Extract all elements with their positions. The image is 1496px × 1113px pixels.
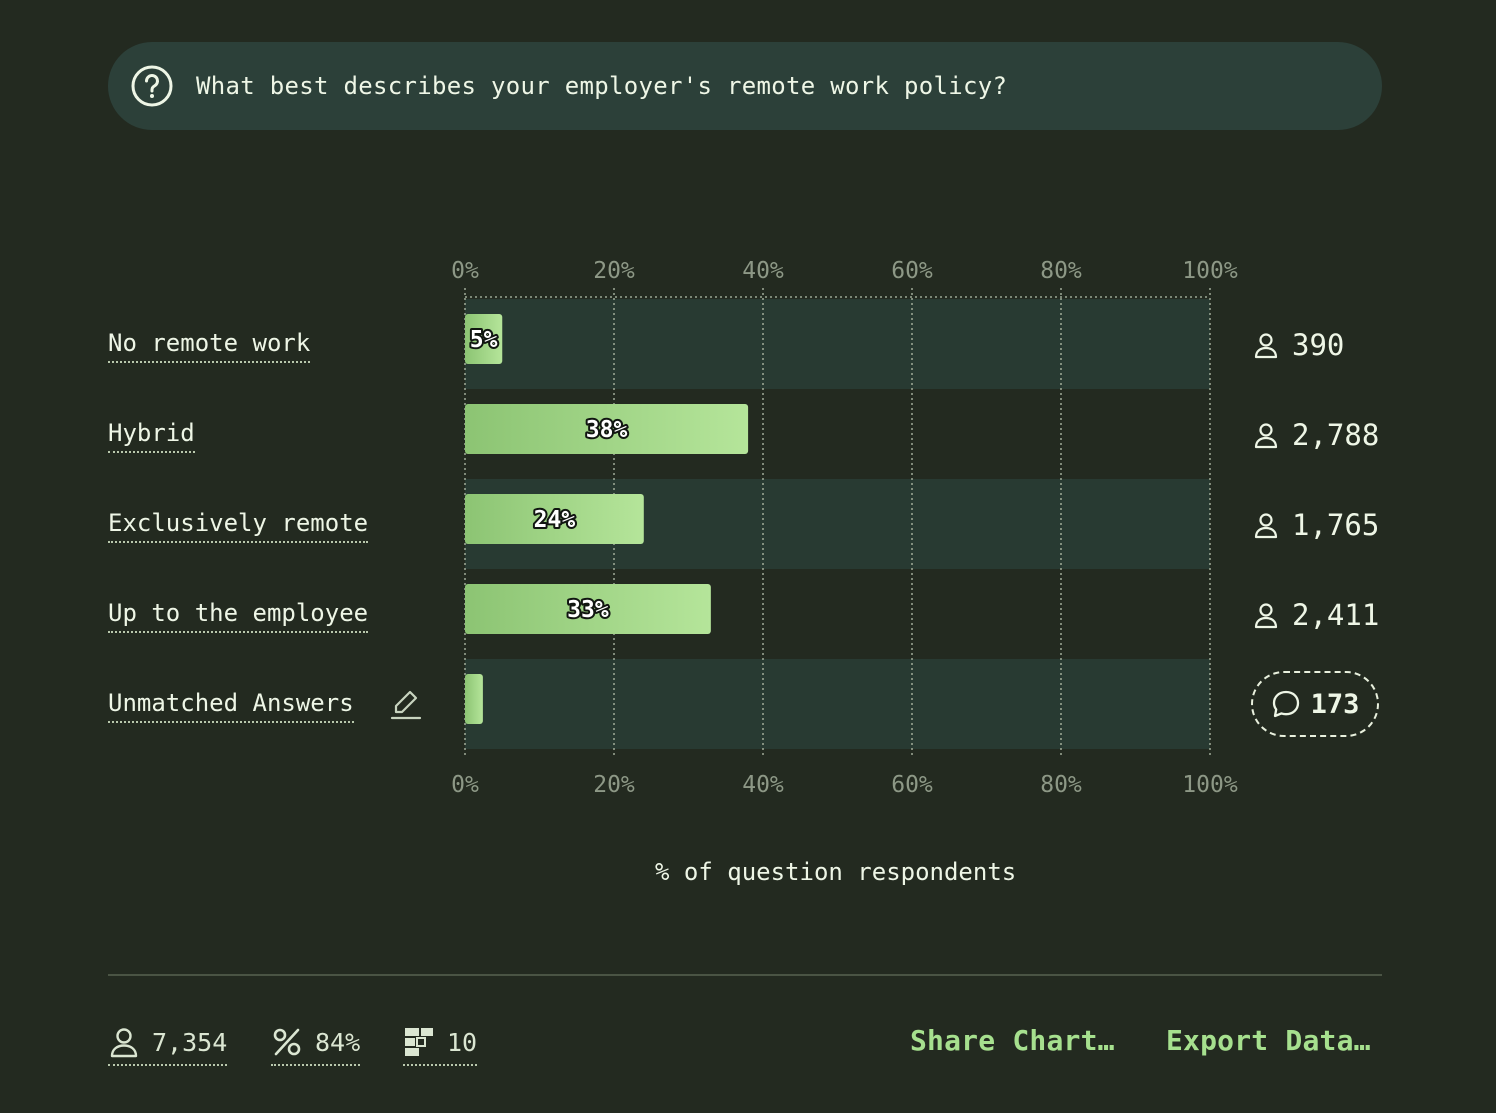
bar[interactable]: [465, 584, 711, 634]
count-hybrid: 2,788: [1252, 415, 1379, 455]
bar-value-label: 24%: [534, 507, 576, 533]
count-no-remote-work: 390: [1252, 325, 1344, 365]
count-exclusively-remote: 1,765: [1252, 505, 1379, 545]
tick-label-top: 100%: [1182, 258, 1238, 284]
tick-label-bottom: 0%: [451, 772, 479, 798]
person-icon: [1254, 513, 1278, 539]
pencil-icon[interactable]: [388, 686, 424, 722]
questions-grid-icon: [405, 1028, 433, 1056]
count-up-to-the-employee: 2,411: [1252, 595, 1379, 635]
category-label-hybrid[interactable]: Hybrid: [108, 419, 195, 453]
category-label-exclusively-remote[interactable]: Exclusively remote: [108, 509, 369, 543]
person-icon: [1254, 333, 1278, 359]
tick-label-top: 80%: [1040, 258, 1082, 284]
tick-label-top: 40%: [742, 258, 784, 284]
footer-divider: [108, 974, 1382, 976]
unmatched-count: 173: [1310, 688, 1360, 720]
percent-icon: [273, 1028, 301, 1056]
tick-label-bottom: 20%: [593, 772, 635, 798]
question-text: What best describes your employer's remo…: [196, 72, 1008, 100]
category-label-up-to-the-employee[interactable]: Up to the employee: [108, 599, 369, 633]
row-band: [465, 659, 1210, 749]
unmatched-answers-badge[interactable]: 173: [1251, 671, 1379, 737]
speech-bubble-icon: [1272, 690, 1299, 718]
count-value: 390: [1292, 328, 1345, 362]
bar-value-label: 38%: [586, 417, 628, 443]
stat-respondents-value: 7,354: [152, 1027, 228, 1057]
x-axis-title: % of question respondents: [655, 858, 1017, 886]
bar[interactable]: [465, 674, 483, 724]
bar[interactable]: [465, 404, 749, 454]
question-header: What best describes your employer's remo…: [108, 42, 1382, 130]
category-label-no-remote-work[interactable]: No remote work: [108, 329, 311, 363]
tick-label-top: 60%: [891, 258, 933, 284]
bar[interactable]: [465, 494, 644, 544]
tick-label-bottom: 80%: [1040, 772, 1082, 798]
person-icon: [110, 1028, 138, 1058]
stat-questions[interactable]: 10: [403, 1022, 478, 1066]
tick-label-bottom: 100%: [1182, 772, 1238, 798]
person-icon: [1254, 423, 1278, 449]
row-band: [465, 299, 1210, 389]
category-label-unmatched-answers[interactable]: Unmatched Answers: [108, 689, 354, 723]
tick-label-bottom: 60%: [891, 772, 933, 798]
stat-percent-value: 84%: [315, 1027, 361, 1057]
bar[interactable]: [465, 314, 503, 364]
count-value: 2,788: [1292, 418, 1380, 452]
share-chart-button[interactable]: Share Chart…: [910, 1024, 1115, 1057]
tick-label-top: 20%: [593, 258, 635, 284]
tick-label-top: 0%: [451, 258, 479, 284]
stat-percent[interactable]: 84%: [271, 1022, 361, 1066]
bar-value-label: 33%: [567, 597, 609, 623]
bar-value-label: 5%: [470, 327, 498, 353]
export-data-button[interactable]: Export Data…: [1166, 1024, 1371, 1057]
stat-questions-value: 10: [447, 1027, 478, 1057]
question-circle-icon: [131, 65, 173, 107]
stat-respondents[interactable]: 7,354: [108, 1022, 228, 1066]
tick-label-bottom: 40%: [742, 772, 784, 798]
person-icon: [1254, 603, 1278, 629]
count-value: 2,411: [1292, 598, 1380, 632]
count-value: 1,765: [1292, 508, 1380, 542]
